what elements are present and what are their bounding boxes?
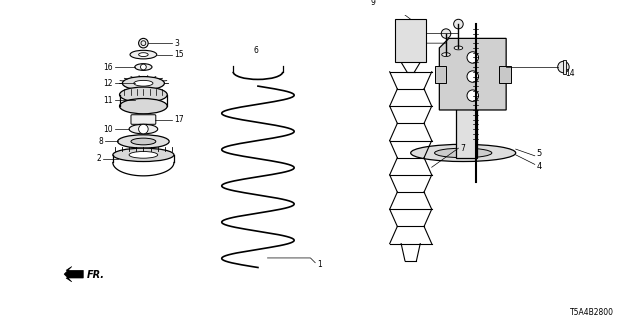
Ellipse shape xyxy=(139,53,148,57)
Text: 4: 4 xyxy=(537,162,542,171)
Ellipse shape xyxy=(442,53,451,57)
Text: 13: 13 xyxy=(399,35,409,44)
Text: 10: 10 xyxy=(103,124,113,133)
Ellipse shape xyxy=(118,135,169,148)
Text: 12: 12 xyxy=(103,79,113,88)
Ellipse shape xyxy=(411,144,516,162)
Text: 9: 9 xyxy=(371,0,376,7)
Ellipse shape xyxy=(122,76,164,90)
Ellipse shape xyxy=(130,50,157,59)
Circle shape xyxy=(467,71,479,82)
Polygon shape xyxy=(64,267,83,282)
Ellipse shape xyxy=(135,64,152,70)
Bar xyxy=(435,66,446,83)
Ellipse shape xyxy=(120,87,167,102)
Text: 15: 15 xyxy=(174,50,184,59)
Bar xyxy=(396,19,426,62)
Text: 17: 17 xyxy=(174,115,184,124)
Circle shape xyxy=(141,64,147,70)
Circle shape xyxy=(557,61,569,73)
Text: 13: 13 xyxy=(399,21,409,30)
Ellipse shape xyxy=(129,151,157,158)
Text: 1: 1 xyxy=(317,260,322,269)
Ellipse shape xyxy=(129,124,157,134)
Text: 5: 5 xyxy=(537,149,542,158)
Ellipse shape xyxy=(131,138,156,145)
Ellipse shape xyxy=(134,80,153,86)
Text: 3: 3 xyxy=(174,39,179,48)
Circle shape xyxy=(467,90,479,101)
Text: 6: 6 xyxy=(253,46,258,55)
Text: 11: 11 xyxy=(103,96,113,105)
Text: T5A4B2800: T5A4B2800 xyxy=(570,308,614,317)
Text: 14: 14 xyxy=(565,69,575,78)
Text: 8: 8 xyxy=(99,137,103,146)
Text: 16: 16 xyxy=(103,62,113,71)
Bar xyxy=(456,105,477,158)
Circle shape xyxy=(454,19,463,29)
Bar xyxy=(563,60,566,74)
Ellipse shape xyxy=(113,148,174,162)
Ellipse shape xyxy=(120,99,167,114)
Ellipse shape xyxy=(435,148,492,158)
Text: 7: 7 xyxy=(460,144,465,153)
Ellipse shape xyxy=(454,46,463,50)
Circle shape xyxy=(467,52,479,63)
Circle shape xyxy=(139,124,148,134)
Bar xyxy=(499,66,511,83)
Polygon shape xyxy=(439,38,506,110)
Text: 2: 2 xyxy=(97,154,101,163)
Circle shape xyxy=(139,38,148,48)
FancyBboxPatch shape xyxy=(131,115,156,124)
Text: FR.: FR. xyxy=(87,270,105,280)
Circle shape xyxy=(441,29,451,38)
